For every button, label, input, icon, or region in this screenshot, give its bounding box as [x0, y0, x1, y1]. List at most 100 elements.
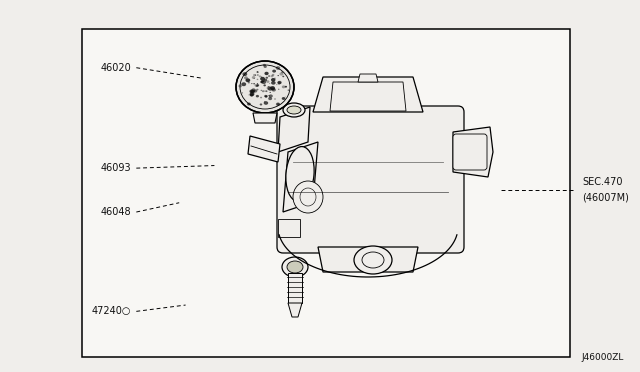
Polygon shape: [283, 142, 318, 212]
Ellipse shape: [271, 81, 276, 85]
FancyBboxPatch shape: [277, 106, 464, 253]
Ellipse shape: [264, 72, 269, 75]
Ellipse shape: [257, 71, 259, 73]
Ellipse shape: [250, 90, 254, 93]
Polygon shape: [248, 136, 280, 162]
Ellipse shape: [277, 81, 282, 84]
Ellipse shape: [271, 78, 275, 81]
Ellipse shape: [362, 252, 384, 268]
Ellipse shape: [285, 96, 286, 97]
Ellipse shape: [278, 84, 280, 85]
Text: J46000ZL: J46000ZL: [582, 353, 624, 362]
Ellipse shape: [286, 147, 314, 201]
Ellipse shape: [262, 80, 266, 84]
Ellipse shape: [250, 93, 253, 96]
Polygon shape: [288, 303, 302, 317]
Ellipse shape: [282, 86, 285, 88]
Ellipse shape: [268, 86, 269, 87]
Ellipse shape: [253, 90, 257, 93]
Ellipse shape: [269, 92, 271, 93]
Polygon shape: [313, 77, 423, 112]
Ellipse shape: [267, 86, 271, 90]
Ellipse shape: [255, 84, 258, 87]
Ellipse shape: [287, 261, 303, 273]
Ellipse shape: [264, 78, 267, 81]
Ellipse shape: [260, 97, 262, 98]
Ellipse shape: [238, 84, 242, 87]
Ellipse shape: [278, 81, 282, 84]
Ellipse shape: [264, 95, 268, 97]
Ellipse shape: [261, 82, 262, 83]
Ellipse shape: [260, 90, 262, 91]
Ellipse shape: [243, 72, 247, 76]
Polygon shape: [330, 82, 406, 111]
Ellipse shape: [272, 70, 276, 73]
Ellipse shape: [241, 82, 246, 86]
Ellipse shape: [257, 79, 259, 80]
Polygon shape: [318, 247, 418, 272]
Ellipse shape: [251, 91, 253, 92]
Ellipse shape: [269, 94, 273, 97]
Polygon shape: [453, 127, 493, 177]
Bar: [288, 273, 302, 303]
Ellipse shape: [272, 74, 275, 76]
Ellipse shape: [255, 74, 256, 76]
Text: 47240○: 47240○: [92, 307, 131, 316]
Ellipse shape: [282, 76, 284, 77]
Ellipse shape: [253, 78, 255, 79]
Polygon shape: [253, 113, 277, 123]
Ellipse shape: [248, 94, 250, 95]
Ellipse shape: [246, 78, 250, 82]
Ellipse shape: [285, 86, 287, 88]
Ellipse shape: [256, 85, 259, 87]
Ellipse shape: [257, 84, 259, 86]
Ellipse shape: [242, 92, 243, 93]
Ellipse shape: [300, 188, 316, 206]
Ellipse shape: [250, 94, 253, 96]
Ellipse shape: [282, 257, 308, 277]
Ellipse shape: [250, 90, 255, 93]
Ellipse shape: [271, 88, 276, 92]
Ellipse shape: [266, 80, 269, 83]
Ellipse shape: [236, 61, 294, 113]
Ellipse shape: [287, 106, 301, 114]
Ellipse shape: [274, 98, 276, 100]
Ellipse shape: [259, 76, 261, 77]
Ellipse shape: [257, 83, 258, 84]
Bar: [82, 29, 570, 357]
Ellipse shape: [281, 71, 284, 73]
Ellipse shape: [244, 76, 248, 79]
Ellipse shape: [268, 97, 272, 100]
Ellipse shape: [260, 103, 262, 106]
Ellipse shape: [265, 95, 268, 97]
Ellipse shape: [271, 75, 273, 77]
Ellipse shape: [265, 90, 268, 92]
Ellipse shape: [269, 83, 270, 84]
Ellipse shape: [264, 90, 266, 92]
Ellipse shape: [260, 81, 263, 83]
Ellipse shape: [256, 95, 259, 97]
Ellipse shape: [262, 80, 264, 82]
Ellipse shape: [276, 103, 280, 106]
Ellipse shape: [261, 80, 264, 83]
Ellipse shape: [354, 246, 392, 274]
Text: 46093: 46093: [100, 163, 131, 173]
Ellipse shape: [256, 89, 259, 90]
Ellipse shape: [262, 90, 264, 92]
Ellipse shape: [252, 88, 255, 92]
Ellipse shape: [268, 95, 269, 96]
Ellipse shape: [275, 78, 276, 79]
Ellipse shape: [252, 76, 255, 79]
Ellipse shape: [268, 75, 270, 77]
Ellipse shape: [264, 101, 268, 105]
Ellipse shape: [248, 82, 250, 83]
Ellipse shape: [264, 84, 266, 86]
Ellipse shape: [269, 95, 270, 96]
Ellipse shape: [276, 84, 278, 85]
Text: 46020: 46020: [100, 63, 131, 73]
Ellipse shape: [247, 103, 251, 106]
Ellipse shape: [278, 75, 279, 76]
Text: (46007M): (46007M): [582, 192, 629, 202]
Ellipse shape: [260, 77, 265, 81]
Ellipse shape: [282, 97, 285, 100]
